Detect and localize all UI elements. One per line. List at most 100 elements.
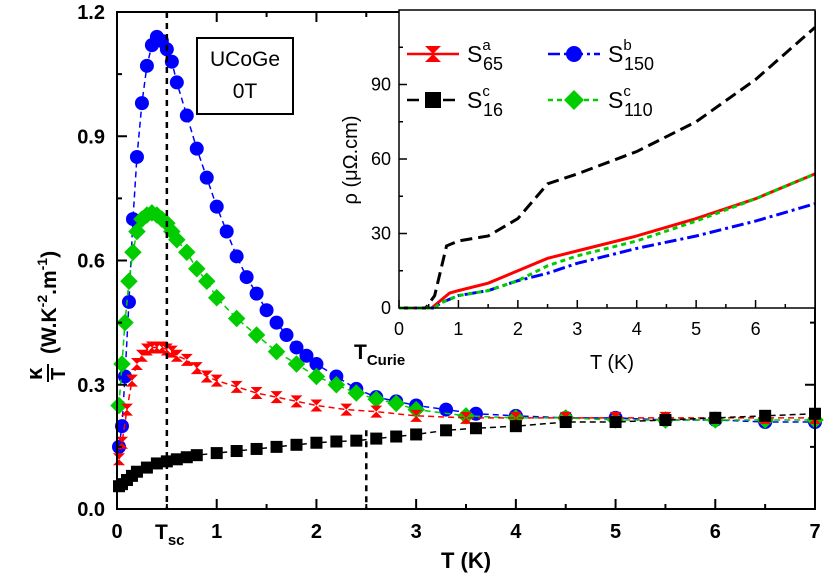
main-point-s1-16	[197, 272, 216, 290]
inset-x-tick-label-2: 2	[513, 319, 523, 339]
main-point-s0-5	[129, 149, 144, 164]
main-point-s3-8	[170, 453, 183, 466]
main-y-tick-label-3: 0.9	[77, 126, 105, 148]
main-point-s2-25	[460, 411, 472, 424]
main-point-s2-21	[310, 399, 323, 412]
inset-series-line-S65a	[399, 172, 816, 310]
main-point-s3-23	[469, 422, 482, 435]
main-x-tick-label-0: 0	[111, 521, 122, 543]
main-x-tick-label-4: 4	[510, 521, 522, 543]
y-label-units-mid: .m	[38, 270, 61, 295]
main-point-s1-26	[387, 394, 405, 413]
y-label-units-prefix: (W.K	[38, 307, 61, 354]
main-point-s0-20	[239, 270, 254, 285]
main-x-tick-label-3: 3	[411, 521, 422, 543]
main-point-s3-21	[410, 428, 423, 441]
transition-markers	[165, 12, 368, 509]
main-y-tick-label-4: 1.2	[77, 2, 105, 24]
legend-label-main-S16c: S	[467, 87, 482, 113]
legend-label-S110c: Sc 110	[608, 83, 653, 120]
main-point-s0-21	[249, 286, 264, 301]
main-point-s0-3	[121, 294, 136, 309]
main-point-s3-11	[210, 447, 223, 460]
main-point-s1-2	[116, 313, 134, 332]
legend-label-main-S150b: S	[608, 41, 623, 67]
main-point-s2-15	[200, 370, 213, 383]
main-point-s3-20	[390, 430, 403, 443]
main-point-s2-1	[115, 436, 128, 449]
main-x-tick-label-1: 1	[211, 521, 222, 543]
main-point-s0-33	[439, 402, 454, 417]
main-point-s2-17	[230, 380, 243, 393]
inset-x-tick-label-4: 4	[632, 319, 642, 339]
main-point-s3-6	[150, 457, 163, 470]
main-point-s3-18	[350, 434, 363, 447]
main-point-s1-4	[124, 243, 142, 261]
main-point-s1-27	[407, 400, 425, 419]
legend-label-sub-S110c: 110	[624, 100, 653, 120]
inset-y-tick-label-1: 30	[371, 224, 391, 244]
main-x-tick-label-7: 7	[809, 521, 820, 543]
tcurie-label-sub: Curie	[367, 352, 405, 369]
main-point-s0-27	[309, 357, 324, 372]
main-point-s0-12	[164, 54, 179, 69]
main-y-tick-label-1: 0.3	[77, 375, 105, 397]
inset-y-axis-label: ρ (μΩ.cm)	[340, 116, 362, 205]
main-point-s0-7	[139, 58, 154, 73]
legend-label-sup-S150b: b	[623, 37, 631, 54]
main-point-s3-14	[270, 440, 283, 453]
main-x-tick-label-2: 2	[311, 521, 322, 543]
main-point-s0-17	[209, 199, 224, 214]
main-point-s0-19	[229, 249, 244, 264]
main-y-axis-label: κ T (W.K-2.m-1)	[22, 251, 70, 382]
main-point-s1-13	[168, 231, 186, 249]
legend-marker-S16c	[425, 92, 441, 108]
tsc-label: Tsc	[155, 521, 185, 549]
main-point-s3-29	[759, 409, 772, 422]
legend-marker-S110c	[564, 90, 584, 110]
inset-series-layer	[399, 26, 816, 310]
main-point-s2-13	[180, 353, 193, 366]
main-point-s2-14	[190, 362, 203, 375]
y-label-kappa: κ	[22, 367, 47, 380]
inset-background	[399, 10, 815, 308]
tsc-label-t: T	[155, 521, 168, 544]
main-point-s1-22	[307, 367, 326, 386]
main-point-s3-5	[140, 461, 153, 474]
sample-label-box: UCoGe 0T	[196, 37, 294, 115]
main-y-tick-label-2: 0.6	[77, 251, 105, 273]
main-x-axis-label: T (K)	[441, 548, 491, 573]
inset-x-axis-label: T (K)	[590, 352, 634, 374]
legend-marker-S150b	[566, 46, 582, 62]
legend-label-main-S65a: S	[467, 41, 482, 67]
main-point-s2-2	[120, 403, 133, 416]
main-point-s0-13	[169, 75, 184, 90]
main-point-s3-22	[440, 424, 453, 437]
main-point-s2-16	[210, 374, 223, 387]
main-point-s0-16	[199, 170, 214, 185]
main-point-s2-23	[370, 405, 383, 418]
main-point-s3-24	[509, 420, 522, 433]
legend-label-main-S110c: S	[608, 87, 623, 113]
main-point-s1-15	[188, 260, 206, 278]
legend-label-S150b: Sb 150	[608, 37, 654, 74]
main-point-s1-25	[367, 390, 386, 408]
inset-y-tick-label-3: 90	[371, 75, 391, 95]
main-point-s2-0	[112, 453, 125, 466]
inset-x-tick-label-3: 3	[572, 319, 582, 339]
inset-x-tick-label-6: 6	[751, 319, 761, 339]
main-point-s1-0	[110, 396, 128, 415]
inset-y-tick-label-2: 60	[371, 149, 391, 169]
inset-series-line-S16c	[399, 26, 816, 310]
sample-label-frame	[196, 37, 294, 115]
main-series-layer	[110, 29, 824, 493]
main-point-s3-12	[230, 445, 243, 458]
main-point-s0-14	[179, 108, 194, 123]
main-ticks: 0 1 2 3 4 5 6 7 0.0 0.3 0.6 0.9 1.2	[77, 2, 820, 543]
main-point-s2-18	[250, 387, 263, 400]
main-series-line-1	[118, 212, 815, 421]
main-point-s0-4	[125, 212, 140, 227]
